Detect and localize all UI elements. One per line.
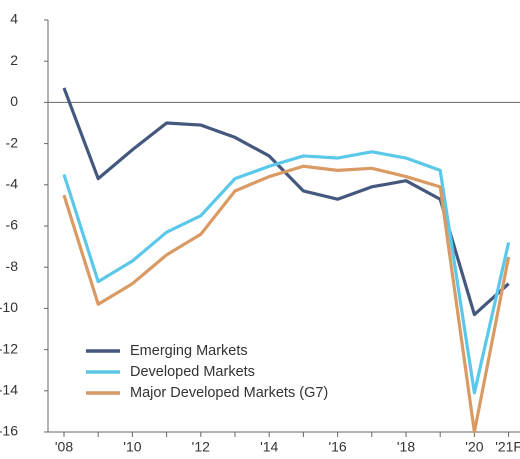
legend-label: Developed Markets xyxy=(130,364,255,380)
x-tick-label: '14 xyxy=(260,439,278,455)
y-tick-label: 0 xyxy=(10,93,18,109)
x-tick-label: '08 xyxy=(55,439,73,455)
y-tick-label: -6 xyxy=(6,217,19,233)
legend-label: Major Developed Markets (G7) xyxy=(130,385,328,401)
x-tick-label: '12 xyxy=(192,439,210,455)
y-tick-label: -14 xyxy=(0,382,18,398)
y-tick-label: -4 xyxy=(6,176,19,192)
y-tick-label: -8 xyxy=(6,258,19,274)
line-series xyxy=(62,164,511,434)
y-tick-label: 2 xyxy=(10,52,18,68)
y-tick-label: -2 xyxy=(6,134,19,150)
y-tick-label: 4 xyxy=(10,11,18,27)
legend-label: Emerging Markets xyxy=(130,343,248,359)
y-tick-label: -10 xyxy=(0,299,18,315)
line-series xyxy=(62,87,510,317)
line-series xyxy=(62,150,511,395)
x-tick-label: '10 xyxy=(123,439,141,455)
x-tick-label: '21F xyxy=(495,439,520,455)
y-tick-label: -12 xyxy=(0,340,18,356)
x-tick-label: '20 xyxy=(465,439,483,455)
x-tick-label: '18 xyxy=(397,439,415,455)
y-tick-label: -16 xyxy=(0,423,18,439)
x-tick-label: '16 xyxy=(328,439,346,455)
